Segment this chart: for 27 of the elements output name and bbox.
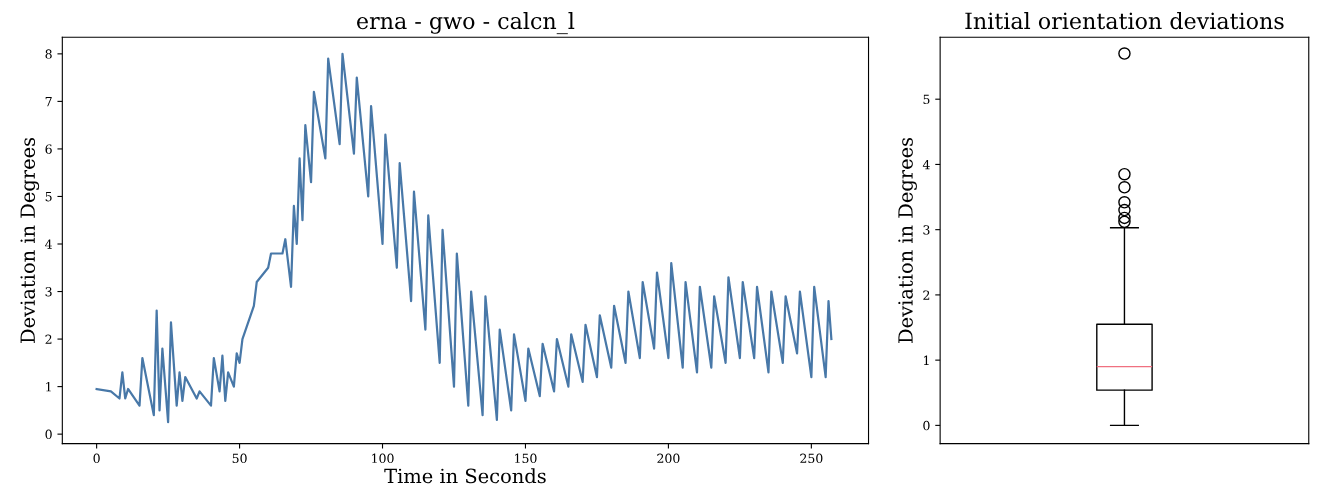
x-tick-label: 200 bbox=[657, 453, 680, 464]
x-tick-label: 100 bbox=[372, 453, 394, 464]
y-tick-label: 3 bbox=[923, 225, 930, 235]
x-tick-label: 50 bbox=[232, 453, 247, 464]
y-tick-label: 5 bbox=[45, 192, 52, 202]
y-tick-label: 7 bbox=[45, 97, 52, 107]
y-tick-label: 2 bbox=[45, 334, 52, 344]
y-tick-label: 6 bbox=[45, 144, 52, 154]
line-series bbox=[95, 52, 833, 424]
y-axis-title: Deviation in Degrees bbox=[20, 137, 40, 343]
y-tick-label: 1 bbox=[46, 382, 51, 392]
y-tick-label: 2 bbox=[923, 290, 930, 300]
y-tick-label: 4 bbox=[922, 159, 930, 170]
x-tick-label: 150 bbox=[515, 453, 537, 464]
y-tick-label: 4 bbox=[45, 239, 52, 249]
y-tick-label: 1 bbox=[923, 355, 929, 365]
x-axis-title: Time in Seconds bbox=[384, 468, 546, 484]
y-tick-label: 0 bbox=[45, 429, 52, 440]
x-tick-label: 250 bbox=[800, 453, 823, 464]
y-tick-label: 5 bbox=[923, 94, 930, 105]
y-tick-label: 8 bbox=[45, 49, 52, 59]
x-tick-label: 0 bbox=[93, 453, 100, 464]
y-tick-label: 3 bbox=[45, 287, 52, 297]
chart-title: erna - gwo - calcn_l bbox=[357, 12, 575, 35]
chart-title: Initial orientation deviations bbox=[965, 12, 1284, 30]
y-axis-title: Deviation in Degrees bbox=[898, 137, 917, 343]
y-tick-label: 0 bbox=[923, 420, 930, 431]
